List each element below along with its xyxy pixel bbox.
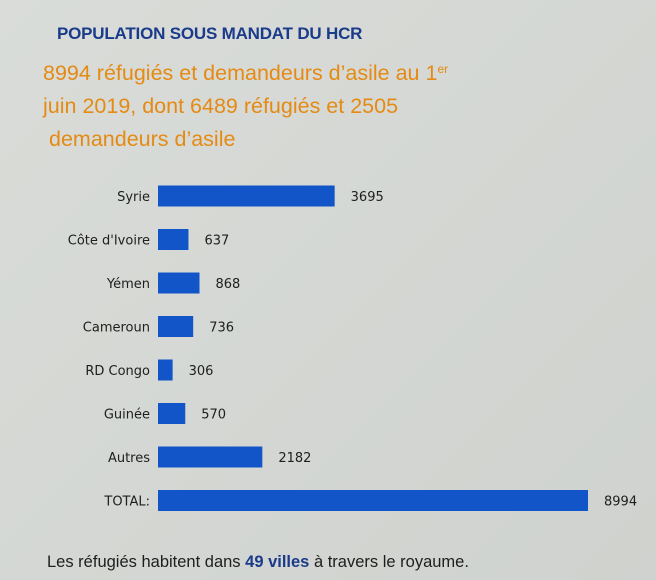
value-label: 868 — [215, 277, 240, 292]
bar-row: Syrie 3695 — [117, 185, 384, 207]
bar — [158, 185, 335, 207]
bar — [158, 316, 194, 337]
bar-chart: Syrie 3695 Côte d'Ivoire 637 Yémen 868 Camerou… — [68, 185, 637, 511]
subtitle-line-2: juin 2019, dont 6489 réfugiés et 2505 — [43, 94, 399, 118]
category-label: Guinée — [104, 408, 150, 423]
bar-row: Guinée 570 — [104, 403, 226, 424]
bar — [158, 229, 189, 250]
bar — [158, 403, 186, 424]
chart-subtitle: 8994 réfugiés et demandeurs d’asile au 1… — [43, 57, 513, 156]
bar-row: Autres 2182 — [108, 446, 311, 468]
bar — [158, 490, 588, 511]
category-label: Cameroun — [83, 321, 150, 336]
bar-row: Cameroun 736 — [83, 316, 234, 337]
category-label: Côte d'Ivoire — [68, 234, 150, 249]
footer-note: Les réfugiés habitent dans 49 villes à t… — [47, 553, 469, 572]
value-label: 637 — [204, 234, 229, 249]
value-label: 570 — [201, 408, 226, 423]
bar — [158, 446, 263, 468]
value-label: 3695 — [351, 190, 384, 205]
subtitle-superscript: er — [437, 62, 449, 76]
value-label: 736 — [209, 321, 234, 336]
bar-row: TOTAL: 8994 — [103, 490, 637, 511]
bar — [158, 359, 173, 381]
bar-row: Yémen 868 — [106, 272, 240, 294]
bar-row: Côte d'Ivoire 637 — [68, 229, 229, 250]
footer-highlight: 49 villes — [245, 553, 310, 571]
bar — [158, 272, 200, 294]
category-label: Syrie — [117, 190, 150, 205]
subtitle-text-1: 8994 réfugiés et demandeurs d’asile au 1 — [43, 61, 438, 85]
subtitle-line-3: demandeurs d’asile — [49, 127, 236, 151]
value-label: 306 — [189, 364, 214, 379]
value-label: 2182 — [278, 451, 311, 466]
category-label: TOTAL: — [103, 495, 150, 510]
category-label: RD Congo — [85, 364, 150, 379]
footer-text-before: Les réfugiés habitent dans — [47, 553, 246, 571]
category-label: Yémen — [106, 277, 150, 292]
subtitle-line-1: 8994 réfugiés et demandeurs d’asile au 1… — [43, 57, 513, 90]
bar-row: RD Congo 306 — [85, 359, 214, 381]
chart-title: POPULATION SOUS MANDAT DU HCR — [57, 24, 363, 43]
footer-text-after: à travers le royaume. — [309, 553, 469, 571]
value-label: 8994 — [604, 495, 637, 510]
category-label: Autres — [108, 451, 150, 466]
